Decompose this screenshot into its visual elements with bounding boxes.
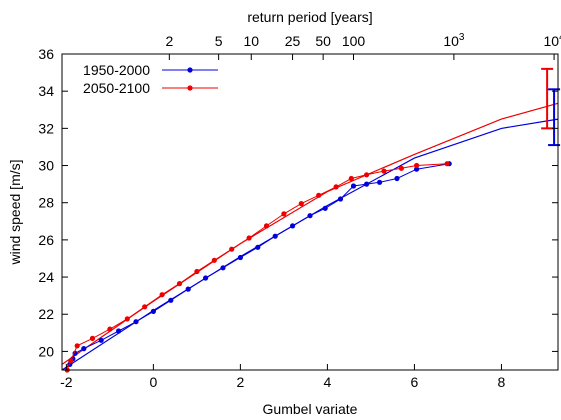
- data-point-1950-2000: [150, 308, 156, 314]
- fit-lines: [61, 102, 559, 371]
- legend-marker-2050-2100: [187, 85, 193, 91]
- y-tick-label: 32: [38, 120, 54, 136]
- x-tick-label: 6: [411, 374, 419, 390]
- data-point-2050-2100: [414, 162, 420, 169]
- data-point-1950-2000: [168, 297, 174, 303]
- data-point-1950-2000: [133, 319, 139, 325]
- top-tick-label: 103: [443, 32, 465, 49]
- data-point-2050-2100: [364, 172, 370, 178]
- data-point-1950-2000: [394, 175, 400, 182]
- data-points: [64, 161, 452, 373]
- y-axis-label: wind speed [m/s]: [7, 159, 23, 265]
- fit-line-2050-2100: [61, 102, 559, 365]
- data-point-2050-2100: [211, 257, 217, 263]
- data-point-2050-2100: [263, 223, 270, 229]
- y-tick-label: 26: [38, 232, 54, 248]
- data-point-1950-2000: [98, 337, 104, 343]
- data-point-1950-2000: [220, 265, 226, 271]
- data-point-2050-2100: [107, 326, 113, 332]
- top-tick-label: 50: [315, 33, 331, 49]
- y-tick-label: 36: [38, 46, 54, 62]
- data-point-1950-2000: [307, 213, 313, 219]
- x-tick-label: 0: [149, 374, 157, 390]
- x-tick-label: -2: [60, 374, 73, 390]
- top-axis-label: return period [years]: [247, 9, 372, 25]
- x-tick-label: 2: [236, 374, 244, 390]
- data-point-1950-2000: [255, 244, 261, 250]
- data-point-1950-2000: [272, 233, 278, 239]
- data-point-2050-2100: [398, 165, 404, 171]
- y-tick-label: 20: [38, 343, 54, 359]
- data-point-2050-2100: [348, 175, 354, 182]
- x-tick-label: 8: [498, 374, 506, 390]
- x-axis-label: Gumbel variate: [263, 401, 358, 417]
- top-tick-label: 104: [544, 32, 561, 49]
- fit-line-1950-2000: [61, 118, 559, 371]
- data-point-1950-2000: [185, 286, 191, 292]
- top-tick-label: 10: [243, 33, 259, 49]
- top-tick-label: 25: [285, 33, 301, 49]
- top-tick-label: 100: [342, 33, 366, 49]
- data-point-2050-2100: [298, 201, 304, 207]
- data-line-2050-2100: [66, 163, 448, 371]
- data-point-2050-2100: [316, 192, 322, 198]
- y-tick-label: 34: [38, 83, 54, 99]
- legend-marker-1950-2000: [187, 67, 193, 73]
- x-tick-label: 4: [324, 374, 332, 390]
- y-tick-label: 22: [38, 306, 54, 322]
- y-tick-label: 28: [38, 195, 54, 211]
- data-point-1950-2000: [81, 346, 87, 352]
- data-point-2050-2100: [444, 161, 450, 167]
- data-point-1950-2000: [290, 223, 296, 229]
- data-point-2050-2100: [381, 168, 387, 174]
- data-point-2050-2100: [89, 335, 96, 341]
- data-point-1950-2000: [116, 328, 122, 334]
- data-point-1950-2000: [337, 196, 344, 202]
- data-point-1950-2000: [203, 275, 209, 281]
- data-point-2050-2100: [281, 211, 287, 217]
- data-point-1950-2000: [414, 166, 420, 172]
- legend-label-1950-2000: 1950-2000: [83, 62, 150, 78]
- data-point-2050-2100: [159, 292, 165, 298]
- data-point-2050-2100: [68, 358, 74, 364]
- data-point-2050-2100: [124, 316, 130, 322]
- data-point-1950-2000: [377, 179, 383, 185]
- data-point-1950-2000: [364, 181, 370, 187]
- data-point-2050-2100: [176, 281, 183, 287]
- data-point-1950-2000: [322, 205, 328, 211]
- data-point-2050-2100: [229, 246, 235, 252]
- legend-label-2050-2100: 2050-2100: [83, 80, 150, 96]
- data-point-2050-2100: [74, 343, 80, 349]
- y-tick-label: 24: [38, 269, 54, 285]
- top-tick-label: 2: [165, 33, 173, 49]
- data-point-2050-2100: [194, 268, 200, 275]
- data-point-2050-2100: [142, 304, 148, 310]
- data-point-2050-2100: [246, 235, 252, 241]
- legend: 1950-2000 2050-2100: [83, 62, 218, 96]
- plot-frame: [61, 53, 559, 371]
- data-point-1950-2000: [350, 183, 357, 189]
- top-tick-label: 5: [215, 33, 223, 49]
- data-line-1950-2000: [69, 163, 450, 365]
- y-tick-label: 30: [38, 158, 54, 174]
- data-point-1950-2000: [237, 254, 243, 261]
- data-point-2050-2100: [333, 184, 339, 190]
